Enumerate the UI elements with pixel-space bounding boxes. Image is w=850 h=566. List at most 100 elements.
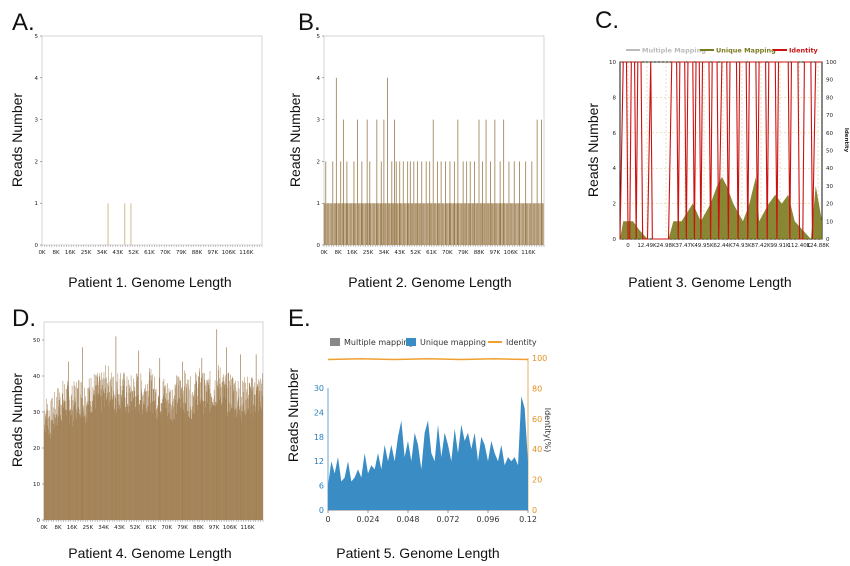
legend-label: Multiple Mapping	[642, 47, 706, 55]
y-tick-label: 1	[35, 201, 39, 207]
legend-label: Multiple mapping	[344, 338, 414, 347]
y-axis-label: Reads Number	[9, 373, 25, 467]
x-tick-label: 0.12	[519, 515, 537, 524]
panel-c: C. Patient 3. Genome Length Reads Number 0 2…	[585, 7, 849, 290]
x-tick-label: 0.048	[397, 515, 420, 524]
y-tick-label: 3	[317, 118, 321, 124]
y-tick-label: 30	[33, 410, 40, 416]
y2-tick-label: 100	[826, 60, 837, 66]
identity-line	[619, 61, 822, 240]
x-tick-label: 70K	[160, 250, 171, 256]
x-tick-label: 106K	[223, 525, 237, 531]
x-tick-label: 62.44K	[713, 243, 733, 249]
y-tick-label: 50	[33, 338, 40, 344]
y-tick-label: 24	[314, 408, 324, 417]
x-tick-label: 97K	[490, 250, 501, 256]
x-tick-label: 88K	[193, 525, 204, 531]
y-tick-label: 10	[609, 60, 616, 66]
y2-tick-label: 80	[532, 384, 542, 393]
x-tick-label: 124.88K	[807, 243, 830, 249]
identity-line	[327, 358, 529, 361]
x-tick-label: 0	[325, 515, 330, 524]
y-axis-label: Reads Number	[285, 368, 301, 462]
y-tick-label: 10	[33, 482, 40, 488]
y2-axis-label: Identity(%)	[543, 408, 552, 453]
legend-label: Unique mapping	[420, 338, 486, 347]
x-tick-label: 61K	[146, 525, 157, 531]
x-tick-label: 8K	[335, 250, 342, 256]
legend-swatch	[406, 338, 416, 346]
x-tick-label: 25K	[83, 525, 94, 531]
y-tick-label: 3	[35, 118, 39, 124]
y-tick-label: 5	[317, 34, 321, 40]
x-tick-label: 74.93K	[732, 243, 752, 249]
x-tick-label: 34K	[97, 250, 108, 256]
y-tick-label: 4	[317, 76, 321, 82]
y2-tick-label: 70	[826, 113, 833, 119]
x-tick-label: 0K	[40, 525, 47, 531]
panel-caption: Patient 5. Genome Length	[336, 545, 499, 561]
x-tick-label: 52K	[128, 250, 139, 256]
y-tick-label: 4	[613, 166, 617, 172]
legend-label: Identity	[506, 338, 537, 347]
panel-label: C.	[595, 7, 619, 34]
x-tick-label: 79K	[177, 525, 188, 531]
y-axis-label: Reads Number	[585, 103, 601, 197]
y2-tick-label: 40	[532, 445, 542, 454]
x-tick-label: 24.98K	[656, 243, 676, 249]
x-tick-label: 0.072	[437, 515, 460, 524]
y2-tick-label: 20	[532, 476, 542, 485]
x-tick-label: 79K	[458, 250, 469, 256]
x-tick-label: 52K	[130, 525, 141, 531]
x-tick-label: 25K	[81, 250, 92, 256]
y2-tick-label: 100	[532, 354, 547, 363]
x-tick-label: 116K	[239, 250, 253, 256]
x-tick-label: 8K	[54, 525, 61, 531]
x-tick-label: 16K	[65, 250, 76, 256]
y2-tick-label: 80	[826, 95, 833, 101]
x-tick-label: 88K	[192, 250, 203, 256]
panel-caption: Patient 3. Genome Length	[628, 274, 791, 290]
x-tick-label: 16K	[67, 525, 78, 531]
x-tick-label: 43K	[114, 525, 125, 531]
x-tick-label: 49.95K	[694, 243, 714, 249]
y-tick-label: 6	[319, 482, 324, 491]
x-tick-label: 25K	[363, 250, 374, 256]
x-tick-label: 79K	[176, 250, 187, 256]
panel-caption: Patient 2. Genome Length	[348, 274, 511, 290]
y-tick-label: 40	[33, 374, 40, 380]
y2-tick-label: 40	[826, 166, 833, 172]
y-tick-label: 30	[314, 384, 324, 393]
x-tick-label: 116K	[240, 525, 254, 531]
x-tick-label: 70K	[442, 250, 453, 256]
y-tick-label: 12	[314, 457, 324, 466]
x-tick-label: 97K	[209, 525, 220, 531]
panel-d: D. Patient 4. Genome Length Reads Number 0 1…	[9, 305, 264, 561]
x-tick-label: 106K	[222, 250, 236, 256]
panel-label: D.	[12, 305, 36, 332]
x-tick-label: 70K	[161, 525, 172, 531]
y-tick-label: 20	[33, 446, 40, 452]
x-tick-label: 37.47K	[675, 243, 695, 249]
panel-caption: Patient 1. Genome Length	[68, 274, 231, 290]
x-tick-label: 116K	[521, 250, 535, 256]
y2-tick-label: 50	[826, 149, 833, 155]
y-tick-label: 6	[613, 131, 617, 137]
y2-tick-label: 60	[532, 415, 542, 424]
panel-label: B.	[298, 9, 321, 36]
y-tick-label: 0	[317, 243, 321, 249]
unique-mapping-area	[328, 396, 528, 510]
y-axis-label: Reads Number	[287, 93, 303, 187]
x-tick-label: 43K	[112, 250, 123, 256]
y-tick-label: 4	[35, 76, 39, 82]
x-tick-label: 34K	[379, 250, 390, 256]
y-axis-label: Reads Number	[9, 93, 25, 187]
y-tick-label: 5	[35, 34, 39, 40]
y-tick-label: 1	[317, 201, 321, 207]
y2-tick-label: 20	[826, 202, 833, 208]
y2-tick-label: 60	[826, 131, 833, 137]
x-tick-label: 12.49K	[637, 243, 657, 249]
x-tick-label: 61K	[144, 250, 155, 256]
y-tick-label: 0	[613, 237, 617, 243]
